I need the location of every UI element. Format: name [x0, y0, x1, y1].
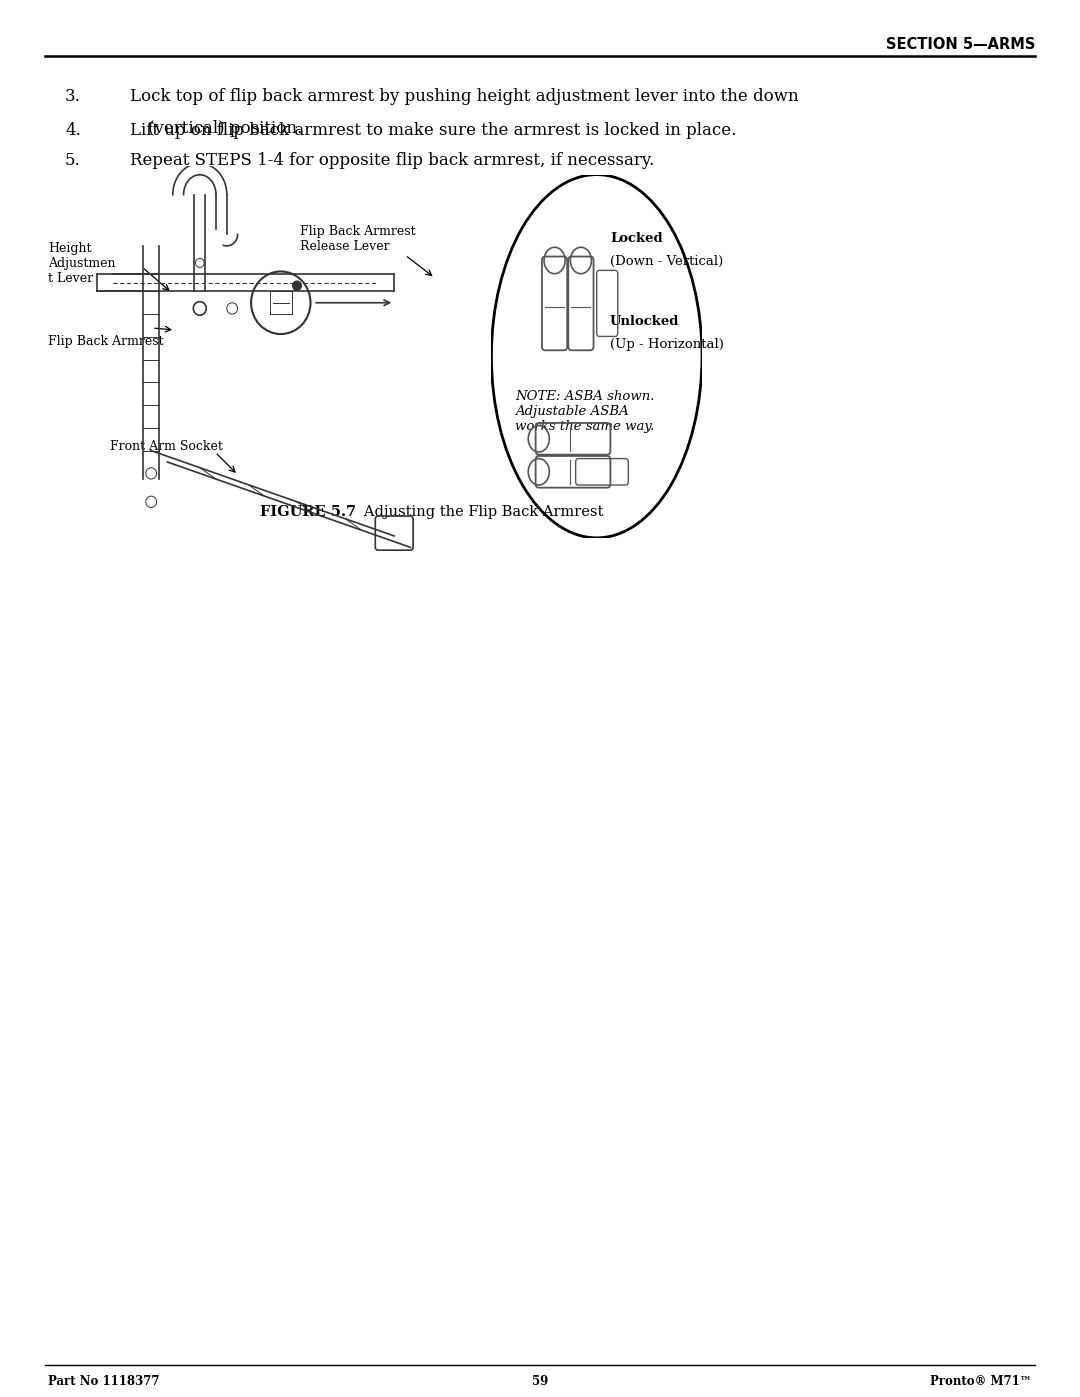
Text: (Up - Horizontal): (Up - Horizontal) — [610, 338, 724, 351]
Text: NOTE: ASBA shown.
Adjustable ASBA
works the same way.: NOTE: ASBA shown. Adjustable ASBA works … — [515, 390, 654, 433]
Text: 59: 59 — [531, 1375, 549, 1389]
Text: Flip Back Armrest: Flip Back Armrest — [48, 335, 164, 348]
Text: Part No 1118377: Part No 1118377 — [48, 1375, 160, 1389]
Text: 5.: 5. — [65, 152, 81, 169]
Text: Height
Adjustmen
t Lever: Height Adjustmen t Lever — [48, 242, 116, 285]
Text: FIGURE 5.7: FIGURE 5.7 — [260, 504, 356, 520]
Text: Repeat STEPS 1-4 for opposite flip back armrest, if necessary.: Repeat STEPS 1-4 for opposite flip back … — [130, 152, 654, 169]
Text: Pronto® M71™: Pronto® M71™ — [931, 1375, 1032, 1389]
Text: Adjusting the Flip Back Armrest: Adjusting the Flip Back Armrest — [350, 504, 604, 520]
Text: SECTION 5—ARMS: SECTION 5—ARMS — [886, 36, 1035, 52]
Text: 3.: 3. — [65, 88, 81, 105]
Text: (Down - Vertical): (Down - Vertical) — [610, 256, 724, 268]
Text: Lock top of flip back armrest by pushing height adjustment lever into the down: Lock top of flip back armrest by pushing… — [130, 88, 798, 105]
Text: Flip Back Armrest
Release Lever: Flip Back Armrest Release Lever — [300, 225, 416, 253]
Text: (vertical) position.: (vertical) position. — [148, 120, 302, 137]
Text: Locked: Locked — [610, 232, 663, 244]
Text: Unlocked: Unlocked — [610, 314, 679, 328]
Text: Front Arm Socket: Front Arm Socket — [110, 440, 222, 453]
Text: 4.: 4. — [65, 122, 81, 138]
Text: Lift up on flip back armrest to make sure the armrest is locked in place.: Lift up on flip back armrest to make sur… — [130, 122, 737, 138]
Circle shape — [293, 281, 301, 291]
